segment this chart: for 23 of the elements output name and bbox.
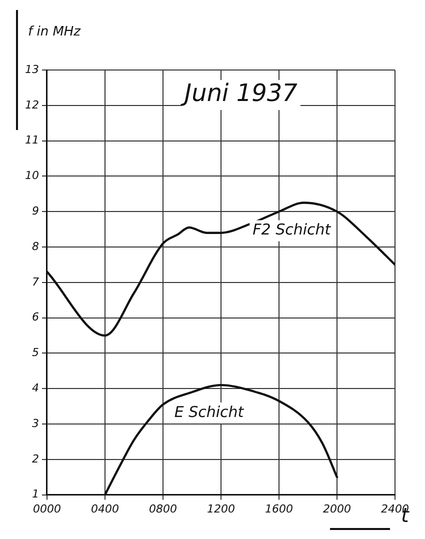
y-tick-label: 10 <box>24 169 39 182</box>
y-tick-label: 9 <box>32 204 39 218</box>
chart-title: Juni 1937 <box>180 79 298 108</box>
x-tick-label: 0000 <box>32 502 61 516</box>
y-tick-label: 4 <box>32 381 39 394</box>
y-tick-label: 6 <box>32 310 39 324</box>
y-tick-label: 12 <box>24 98 39 112</box>
series-label: F2 Schicht <box>252 220 332 239</box>
x-tick-label: 0400 <box>91 502 119 516</box>
y-tick-label: 1 <box>32 488 39 501</box>
y-tick-label: 2 <box>32 452 39 466</box>
y-tick-label: 13 <box>24 62 39 76</box>
series-label: E Schicht <box>174 402 245 421</box>
y-tick-label: 5 <box>32 346 39 360</box>
y-tick-label: 11 <box>24 134 39 147</box>
y-tick-label: 3 <box>32 416 39 430</box>
y-tick-label: 7 <box>32 275 39 288</box>
x-tick-label: 2000 <box>323 502 351 516</box>
y-axis-title: f in MHz <box>28 24 82 40</box>
y-tick-label: 8 <box>32 240 39 253</box>
x-tick-label: 1600 <box>265 502 293 516</box>
x-tick-label: 0800 <box>149 502 177 516</box>
x-tick-label: 1200 <box>207 502 235 516</box>
